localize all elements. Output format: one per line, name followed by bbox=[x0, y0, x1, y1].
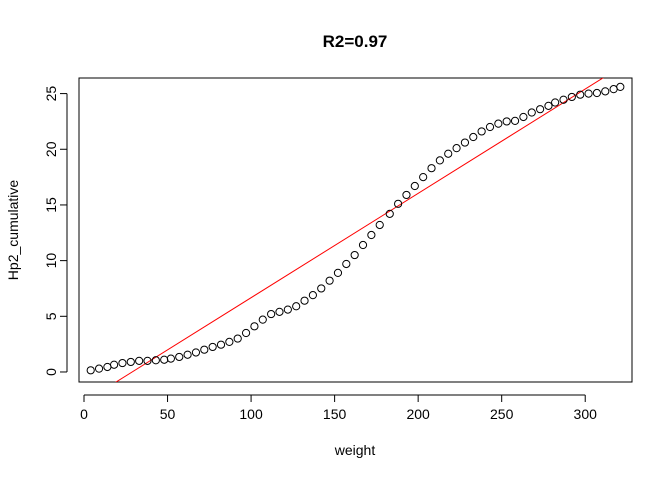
data-point bbox=[103, 362, 112, 372]
data-point bbox=[584, 89, 593, 98]
data-point bbox=[216, 340, 226, 349]
y-tick-label: 25 bbox=[43, 86, 59, 102]
data-point bbox=[394, 199, 403, 208]
data-point bbox=[592, 88, 602, 98]
y-axis: 0 5 10 15 20 25 bbox=[43, 86, 68, 376]
data-point bbox=[402, 190, 411, 200]
data-point bbox=[609, 85, 618, 94]
data-point bbox=[317, 284, 326, 293]
data-point bbox=[241, 328, 251, 338]
data-point bbox=[444, 149, 453, 158]
data-point bbox=[544, 101, 553, 110]
data-point bbox=[469, 132, 478, 142]
x-tick-label: 200 bbox=[406, 406, 430, 422]
data-point bbox=[358, 240, 368, 250]
y-tick-label: 5 bbox=[43, 312, 59, 320]
data-point bbox=[275, 307, 284, 316]
data-point bbox=[485, 122, 495, 132]
regression-line-group bbox=[115, 78, 604, 382]
data-point bbox=[233, 334, 242, 343]
data-point bbox=[333, 268, 343, 277]
data-point bbox=[292, 302, 301, 311]
data-point bbox=[300, 296, 309, 305]
regression-line bbox=[115, 78, 604, 382]
data-point bbox=[308, 291, 317, 300]
data-point bbox=[342, 259, 351, 269]
data-point bbox=[567, 92, 576, 102]
data-point bbox=[601, 87, 610, 96]
y-tick-label: 20 bbox=[43, 141, 59, 157]
data-point bbox=[267, 309, 276, 319]
data-point bbox=[519, 112, 528, 122]
data-point bbox=[452, 144, 461, 153]
data-point bbox=[143, 356, 152, 365]
data-point bbox=[109, 360, 119, 369]
chart-title: R2=0.97 bbox=[323, 32, 388, 51]
data-point bbox=[367, 230, 376, 240]
data-point bbox=[477, 127, 486, 136]
data-point bbox=[166, 354, 175, 363]
x-tick-label: 0 bbox=[80, 406, 88, 422]
data-point bbox=[559, 95, 568, 104]
data-point bbox=[126, 357, 135, 367]
data-point bbox=[118, 358, 127, 368]
data-point bbox=[510, 116, 520, 125]
data-point bbox=[225, 337, 234, 347]
y-tick-label: 10 bbox=[43, 253, 59, 269]
data-point bbox=[151, 356, 160, 365]
x-tick-label: 150 bbox=[323, 406, 347, 422]
data-point bbox=[175, 352, 184, 362]
data-point bbox=[325, 276, 334, 285]
y-axis-label: Hp2_cumulative bbox=[5, 180, 21, 281]
data-point bbox=[410, 181, 419, 191]
data-point bbox=[191, 348, 201, 357]
data-point bbox=[494, 119, 503, 128]
data-point bbox=[200, 345, 209, 354]
data-point bbox=[536, 105, 545, 114]
data-point bbox=[86, 366, 95, 375]
x-axis: 0 50 100 150 200 250 300 bbox=[80, 394, 598, 422]
x-tick-label: 250 bbox=[490, 406, 514, 422]
data-point bbox=[350, 250, 359, 260]
data-point bbox=[576, 90, 585, 99]
data-point bbox=[385, 209, 394, 218]
x-tick-label: 50 bbox=[160, 406, 176, 422]
data-point bbox=[527, 108, 536, 117]
data-point bbox=[208, 342, 217, 352]
data-point bbox=[94, 364, 104, 373]
data-point bbox=[250, 322, 259, 331]
y-tick-label: 15 bbox=[43, 197, 59, 213]
data-point bbox=[258, 315, 267, 324]
data-point bbox=[183, 350, 192, 359]
data-point bbox=[616, 82, 625, 92]
data-point bbox=[160, 355, 169, 364]
data-point bbox=[427, 164, 436, 173]
y-tick-label: 0 bbox=[43, 368, 59, 376]
scatter-points bbox=[86, 82, 625, 375]
x-axis-label: weight bbox=[334, 442, 376, 458]
data-point bbox=[551, 98, 560, 107]
data-point bbox=[419, 173, 428, 182]
data-point bbox=[502, 117, 511, 126]
data-point bbox=[435, 156, 444, 165]
data-point bbox=[460, 138, 470, 147]
x-tick-label: 100 bbox=[239, 406, 263, 422]
data-point bbox=[375, 220, 384, 230]
data-point bbox=[135, 356, 144, 365]
plot-frame bbox=[78, 77, 633, 383]
data-point bbox=[283, 305, 292, 314]
x-tick-label: 300 bbox=[574, 406, 598, 422]
